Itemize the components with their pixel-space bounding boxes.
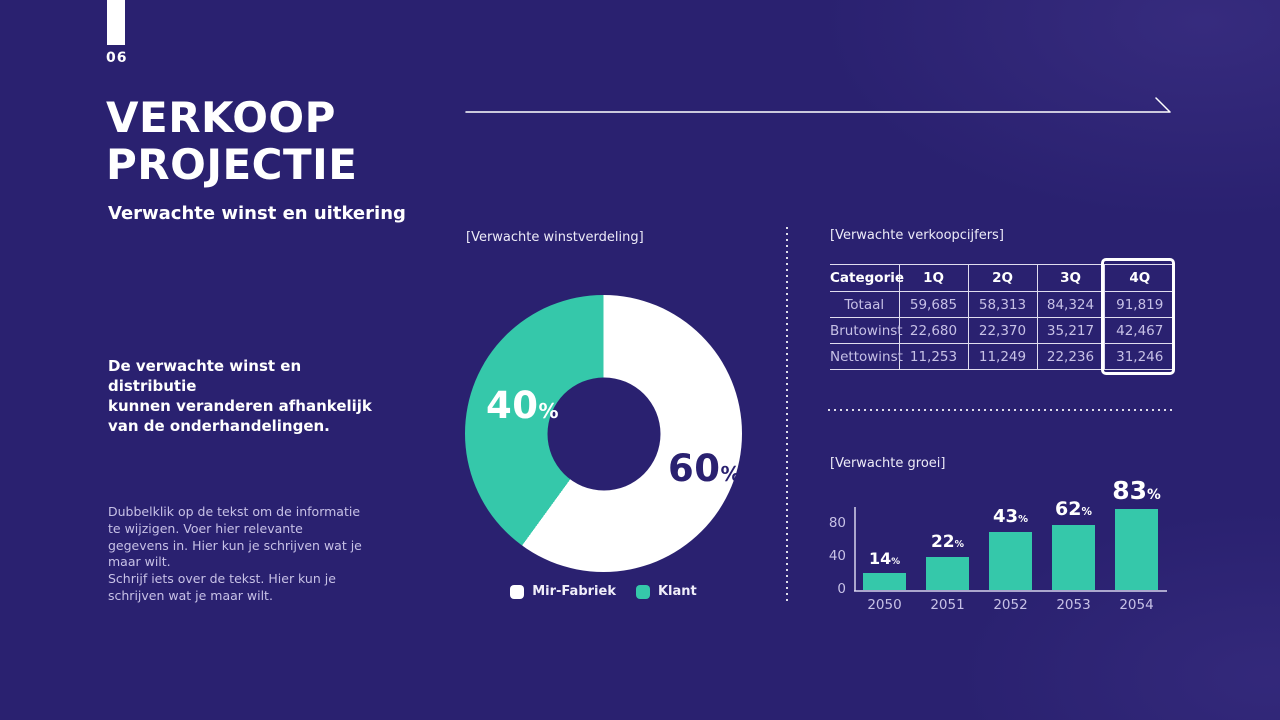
arrow-line-icon [465,97,1171,113]
cell[interactable]: 22,236 [1036,343,1104,370]
table-header-2q[interactable]: 2Q [967,264,1037,292]
y-axis-line [854,507,856,591]
horizontal-dotted-divider [828,409,1172,411]
bar-2051: 22% 2051 [926,532,969,613]
table-header-row: Categorie 1Q 2Q 3Q 4Q [830,264,1175,292]
page-number: 06 [106,50,128,66]
bar-value-label: 43% [993,506,1028,527]
cell[interactable]: 31,246 [1103,343,1175,370]
donut-hole [547,377,660,490]
vertical-dotted-divider [786,227,788,605]
bar-2054: 83% 2054 [1112,476,1161,613]
x-axis-line [854,590,1167,592]
legend-item-klant: Klant [635,584,697,599]
bar-chart-title: [Verwachte groei] [830,456,946,471]
bar-value-label: 22% [930,532,965,552]
page-subtitle[interactable]: Verwachte winst en uitkering [108,203,406,224]
bar-rect [1115,509,1158,590]
table-row: Totaal 59,685 58,313 84,324 91,819 [830,291,1175,318]
table-header-1q[interactable]: 1Q [898,264,968,292]
legend-swatch-teal [635,584,650,599]
x-tick-label: 2054 [1119,597,1154,613]
growth-bar-chart[interactable]: 80 40 0 14% 2050 22% 2051 43% 2052 62% 2… [815,478,1175,615]
legend-label: Klant [657,584,697,599]
y-tick-80: 80 [828,515,846,531]
row-label[interactable]: Brutowinst [830,322,903,339]
bar-value-label: 62% [1055,498,1092,520]
legend-label: Mir-Fabriek [532,584,616,599]
y-tick-0: 0 [837,581,846,597]
sales-table[interactable]: Categorie 1Q 2Q 3Q 4Q Totaal 59,685 58,3… [830,264,1175,370]
donut-chart[interactable]: 40% 60% [465,295,742,572]
cell[interactable]: 11,253 [898,343,968,370]
accent-bar [107,0,125,45]
bar-rect [863,573,906,590]
donut-label-mir-fabriek: 60% [668,447,742,490]
y-tick-40: 40 [828,548,846,564]
bar-rect [989,532,1032,590]
cell[interactable]: 58,313 [967,291,1037,318]
table-header-4q[interactable]: 4Q [1103,264,1175,292]
donut-chart-title: [Verwachte winstverdeling] [466,230,644,245]
cell[interactable]: 35,217 [1036,317,1104,344]
x-tick-label: 2052 [993,597,1028,613]
cell[interactable]: 84,324 [1036,291,1104,318]
bar-2050: 14% 2050 [863,549,906,613]
bar-2052: 43% 2052 [989,506,1032,613]
bar-rect [926,557,969,590]
sales-table-wrap: Categorie 1Q 2Q 3Q 4Q Totaal 59,685 58,3… [830,258,1175,375]
table-title: [Verwachte verkoopcijfers] [830,228,1004,243]
row-label[interactable]: Totaal [844,296,885,313]
donut-legend: Mir-Fabriek Klant [465,584,742,599]
cell[interactable]: 59,685 [898,291,968,318]
row-label[interactable]: Nettowinst [830,348,903,365]
bar-value-label: 83% [1112,476,1161,505]
cell[interactable]: 11,249 [967,343,1037,370]
x-tick-label: 2050 [867,597,902,613]
cell[interactable]: 42,467 [1103,317,1175,344]
legend-swatch-white [510,584,525,599]
x-tick-label: 2051 [930,597,965,613]
bar-value-label: 14% [868,549,901,568]
legend-item-mir-fabriek: Mir-Fabriek [510,584,616,599]
body-paragraph[interactable]: Dubbelklik op de tekst om de informatie … [108,504,362,603]
highlight-paragraph[interactable]: De verwachte winst en distributie kunnen… [108,357,372,435]
cell[interactable]: 91,819 [1103,291,1175,318]
table-header-3q[interactable]: 3Q [1036,264,1104,292]
table-header-categorie[interactable]: Categorie [830,270,905,286]
cell[interactable]: 22,370 [967,317,1037,344]
x-tick-label: 2053 [1056,597,1091,613]
cell[interactable]: 22,680 [898,317,968,344]
page-title[interactable]: VERKOOP PROJECTIE [106,93,358,189]
donut-label-klant: 40% [486,384,560,427]
table-row: Brutowinst 22,680 22,370 35,217 42,467 [830,317,1175,344]
bar-rect [1052,525,1095,590]
table-row: Nettowinst 11,253 11,249 22,236 31,246 [830,343,1175,370]
bar-2053: 62% 2053 [1052,498,1095,613]
